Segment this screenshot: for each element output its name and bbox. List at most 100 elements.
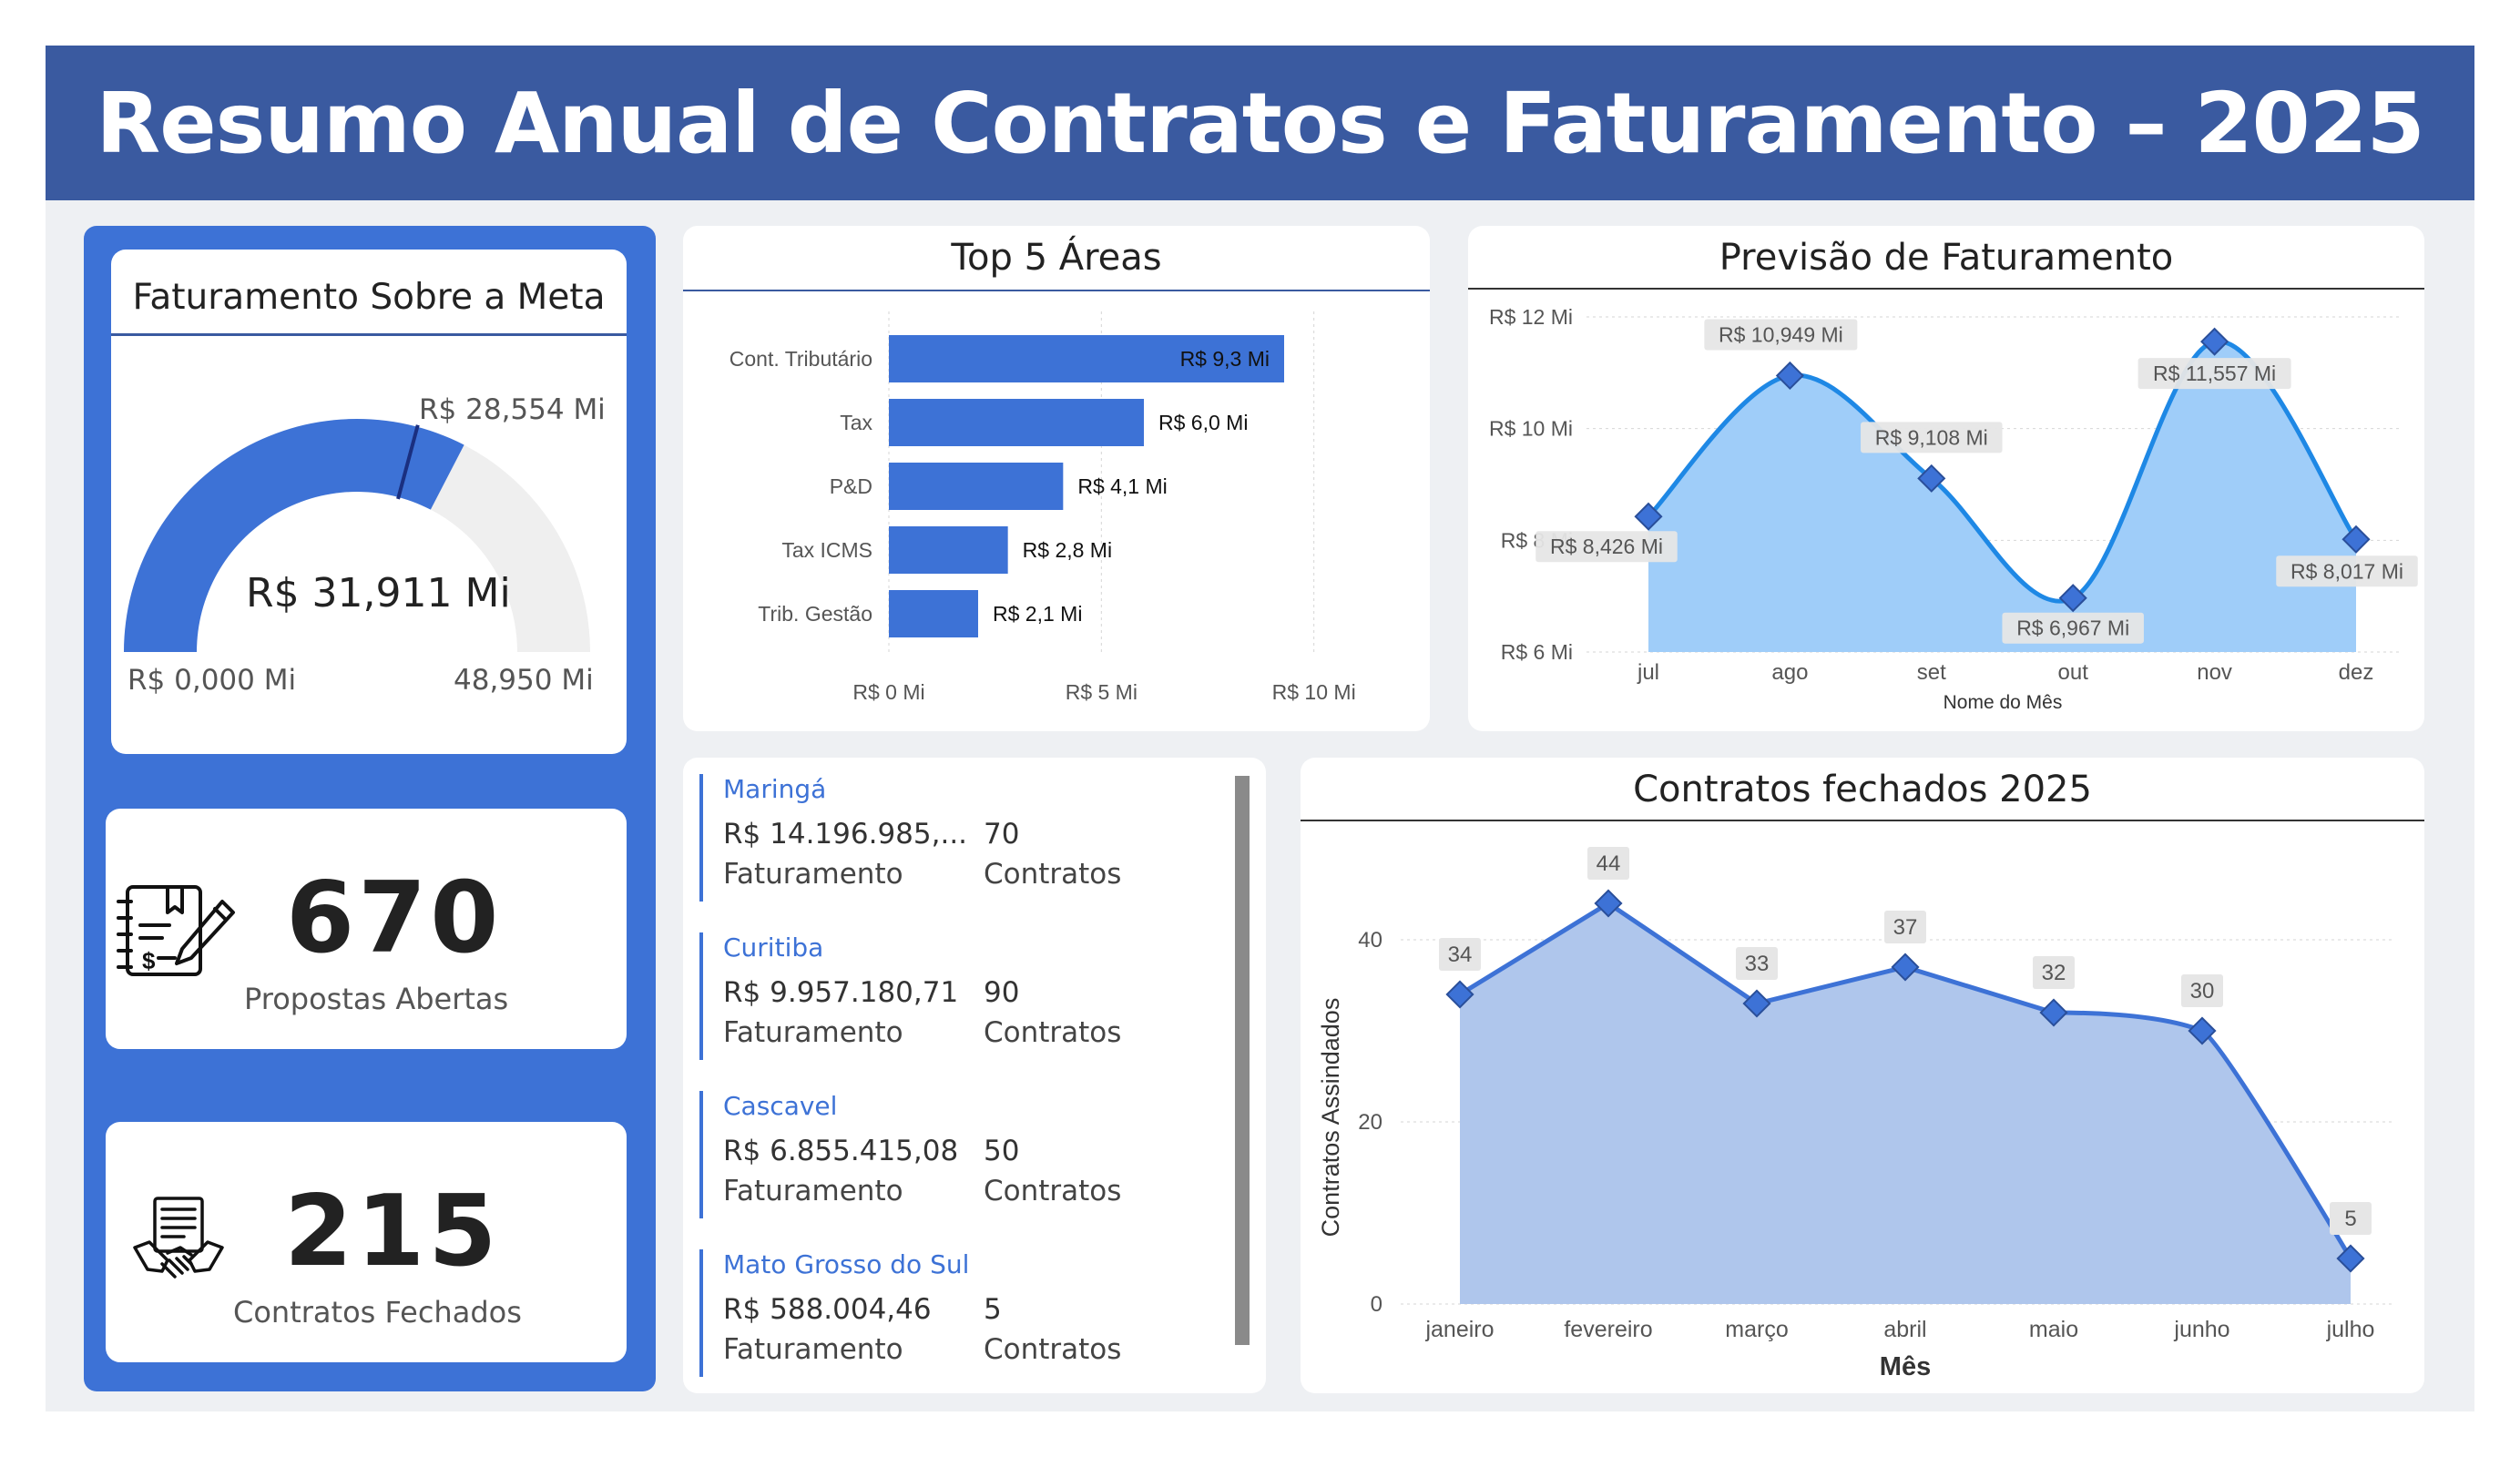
city-name: Mato Grosso do Sul [723, 1249, 970, 1279]
forecast-x-tick: nov [2197, 660, 2232, 685]
forecast-x-tick: set [1917, 660, 1946, 685]
bar-axis-tick: R$ 0 Mi [852, 680, 924, 704]
closed-title-rule [1301, 820, 2424, 821]
gauge-max-label: 48,950 Mi [454, 664, 594, 697]
city-contracts: 5 [984, 1293, 1002, 1326]
contratos-card[interactable]: 215 Contratos Fechados [106, 1122, 627, 1362]
propostas-value: 670 [286, 861, 503, 975]
closed-label-box [2181, 974, 2223, 1007]
forecast-point [2341, 525, 2371, 554]
forecast-data-label: R$ 11,557 Mi [2153, 362, 2276, 385]
forecast-y-tick: R$ 6 Mi [1501, 640, 1573, 664]
closed-label-box [1884, 911, 1926, 943]
forecast-data-label: R$ 9,108 Mi [1875, 425, 1988, 449]
contratos-value: 215 [284, 1175, 501, 1289]
closed-x-tick: março [1725, 1317, 1788, 1342]
city-contracts-label: Contratos [984, 1333, 1122, 1366]
gauge-chart [124, 418, 590, 652]
city-name: Curitiba [723, 932, 824, 963]
closed-data-label: 44 [1597, 851, 1621, 876]
forecast-label-box [1861, 422, 2003, 453]
city-item[interactable]: Cascavel R$ 6.855.415,08 Faturamento 50 Cont… [699, 1091, 1246, 1218]
closed-x-tick: janeiro [1424, 1317, 1494, 1342]
closed-chart: 40 20 0 34 44 33 37 32 30 5 janeiro fevereiro março a… [1317, 847, 2393, 1381]
bar-category-label: Cont. Tributário [729, 347, 872, 371]
closed-data-label: 33 [1745, 952, 1770, 976]
city-revenue: R$ 14.196.985,... [723, 818, 968, 851]
city-revenue: R$ 6.855.415,08 [723, 1135, 959, 1167]
page-title: Resumo Anual de Contratos e Faturamento … [96, 74, 2424, 172]
cities-scrollbar[interactable] [1235, 776, 1250, 1345]
contract-signing-icon: $ [117, 885, 235, 976]
forecast-label-box [1535, 531, 1678, 563]
propostas-card[interactable]: $ 670 Propostas Abertas [106, 809, 627, 1049]
city-contracts: 90 [984, 976, 1020, 1009]
closed-label-box [2330, 1202, 2372, 1235]
forecast-area [1648, 341, 2356, 652]
closed-data-label: 30 [2190, 979, 2215, 1004]
bar-value-label: R$ 9,3 Mi [1180, 347, 1270, 371]
forecast-x-axis-label: Nome do Mês [1944, 692, 2063, 713]
forecast-y-tick: R$ 12 Mi [1489, 305, 1573, 329]
closed-point [2336, 1244, 2365, 1273]
closed-x-tick: fevereiro [1564, 1317, 1652, 1342]
city-item[interactable]: Maringá R$ 14.196.985,... Faturamento 70 Con… [699, 774, 1246, 902]
forecast-data-label: R$ 8,426 Mi [1550, 535, 1663, 558]
forecast-point [2200, 327, 2229, 356]
closed-data-label: 5 [2344, 1207, 2356, 1231]
bar [889, 463, 1064, 510]
gauge-title: Faturamento Sobre a Meta [132, 277, 606, 318]
city-item[interactable]: Curitiba R$ 9.957.180,71 Faturamento 90 Cont… [699, 932, 1246, 1060]
closed-x-tick: julho [2326, 1317, 2375, 1342]
closed-panel[interactable]: Contratos fechados 2025 40 20 0 34 44 33 37 32 3… [1301, 758, 2424, 1393]
city-item[interactable]: Mato Grosso do Sul R$ 588.004,46 Faturamen… [699, 1249, 1246, 1377]
dashboard-canvas: Resumo Anual de Contratos e Faturamento … [46, 46, 2474, 1411]
gauge-fill [124, 418, 464, 652]
bar-category-label: P&D [830, 474, 872, 498]
forecast-point [2058, 584, 2087, 613]
cities-panel[interactable]: Maringá R$ 14.196.985,... Faturamento 70 Con… [683, 758, 1266, 1393]
closed-y-axis-label: Contratos Assindados [1317, 998, 1344, 1238]
closed-data-label: 37 [1893, 915, 1918, 940]
forecast-title-rule [1468, 288, 2424, 290]
bar [889, 590, 978, 637]
gauge-card[interactable]: Faturamento Sobre a Meta R$ 28,554 Mi R$… [111, 250, 627, 754]
forecast-point [1775, 361, 1804, 391]
city-contracts-label: Contratos [984, 1016, 1122, 1049]
forecast-x-tick: ago [1771, 660, 1808, 685]
city-name: Maringá [723, 774, 827, 804]
gauge-min-label: R$ 0,000 Mi [128, 664, 297, 697]
bar-category-label: Trib. Gestão [758, 602, 872, 626]
gauge-target-marker [396, 424, 420, 500]
closed-data-label: 32 [2042, 961, 2066, 985]
header-bar: Resumo Anual de Contratos e Faturamento … [46, 46, 2474, 200]
closed-point [2039, 998, 2068, 1027]
closed-point [2188, 1016, 2217, 1045]
city-revenue: R$ 9.957.180,71 [723, 976, 959, 1009]
bar-axis-tick: R$ 10 Mi [1272, 680, 1356, 704]
forecast-data-label: R$ 6,967 Mi [2016, 616, 2129, 640]
forecast-data-label: R$ 8,017 Mi [2290, 559, 2403, 583]
closed-label-box [2033, 956, 2075, 989]
bar [889, 335, 1284, 382]
bar-value-label: R$ 2,1 Mi [993, 602, 1082, 626]
closed-y-tick: 40 [1358, 928, 1382, 953]
closed-area [1460, 903, 2351, 1304]
top-areas-chart: R$ 0 Mi R$ 5 Mi R$ 10 Mi Cont. Tributário R$… [729, 311, 1356, 704]
svg-text:$: $ [142, 947, 156, 974]
bar [889, 526, 1008, 574]
city-revenue-label: Faturamento [723, 1016, 903, 1049]
top-areas-panel[interactable]: Top 5 Áreas R$ 0 Mi R$ 5 Mi R$ 10 Mi Cont. … [683, 226, 1430, 731]
bar-value-label: R$ 2,8 Mi [1023, 538, 1112, 562]
propostas-label: Propostas Abertas [244, 982, 509, 1016]
closed-title: Contratos fechados 2025 [1633, 769, 2092, 810]
forecast-x-tick: out [2058, 660, 2089, 685]
gauge-value-label: R$ 31,911 Mi [246, 570, 511, 616]
city-revenue-label: Faturamento [723, 1333, 903, 1366]
bar-category-label: Tax ICMS [781, 538, 872, 562]
forecast-x-tick: dez [2339, 660, 2374, 685]
forecast-panel[interactable]: Previsão de Faturamento R$ 12 Mi R$ 10 Mi… [1468, 226, 2424, 731]
gauge-title-rule [111, 333, 627, 336]
city-contracts: 50 [984, 1135, 1020, 1167]
bar-axis-tick: R$ 5 Mi [1066, 680, 1138, 704]
